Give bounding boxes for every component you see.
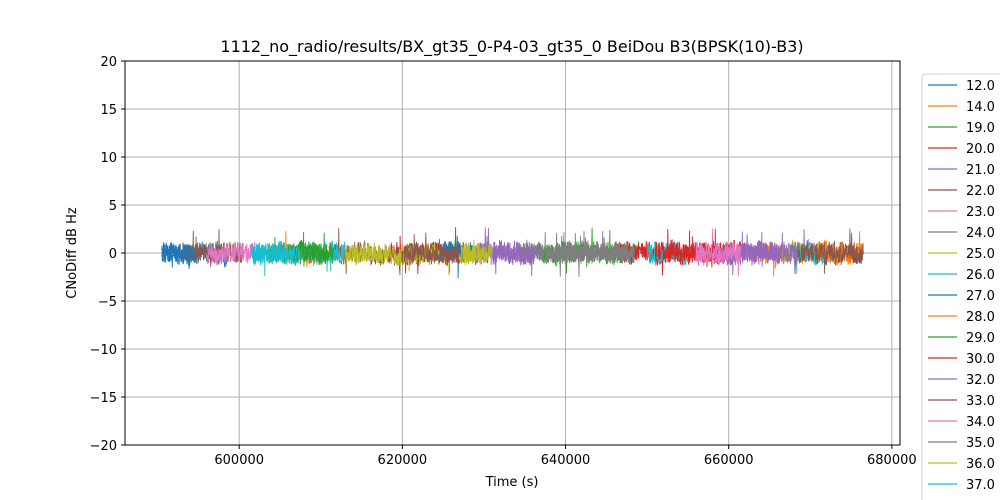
legend-label: 12.0 <box>966 79 995 94</box>
y-tick-label: 0 <box>109 247 117 262</box>
series-line-34.0 <box>695 239 742 277</box>
series-line-23.0 <box>206 241 261 266</box>
series-line-35.0 <box>552 230 628 277</box>
series-line-36.0 <box>459 243 493 266</box>
x-tick-label: 640000 <box>541 453 591 468</box>
x-tick-label: 680000 <box>867 453 917 468</box>
legend-label: 30.0 <box>966 352 995 367</box>
legend-label: 29.0 <box>966 331 995 346</box>
series-line-33.0 <box>797 228 864 266</box>
y-tick-label: 5 <box>109 199 117 214</box>
legend-label: 14.0 <box>966 100 995 115</box>
y-axis-title: CNoDiff dB Hz <box>65 207 80 299</box>
series-34.0 <box>695 239 742 277</box>
x-axis: 600000 620000 640000 660000 680000 <box>214 445 917 468</box>
y-tick-label: 15 <box>100 103 117 118</box>
x-tick-label: 600000 <box>214 453 264 468</box>
legend-label: 19.0 <box>966 121 995 136</box>
legend-label: 34.0 <box>966 415 995 430</box>
legend-label: 27.0 <box>966 289 995 304</box>
series-line-27.0 <box>161 242 195 268</box>
legend: 12.0 14.0 19.0 20.0 21.0 22.0 23.0 24.0 25.0 26.0… <box>921 73 1000 500</box>
y-tick-label: −5 <box>98 295 117 310</box>
x-tick-label: 660000 <box>704 453 754 468</box>
legend-label: 23.0 <box>966 205 995 220</box>
series-36.0 <box>459 243 493 266</box>
y-tick-label: −10 <box>90 343 117 358</box>
y-tick-label: 20 <box>100 55 117 70</box>
legend-label: 37.0 <box>966 478 995 493</box>
plot-traces <box>161 226 864 279</box>
series-line-37.0 <box>250 242 301 266</box>
legend-label: 33.0 <box>966 394 995 409</box>
y-axis: −20 −15 −10 −5 0 5 10 15 20 <box>90 55 125 454</box>
x-tick-label: 620000 <box>378 453 428 468</box>
chart-title: 1112_no_radio/results/BX_gt35_0-P4-03_gt… <box>220 37 803 57</box>
legend-label: 26.0 <box>966 268 995 283</box>
series-35.0 <box>552 230 628 277</box>
series-37.0 <box>250 242 301 266</box>
series-line-33.0 <box>401 232 460 266</box>
legend-label: 28.0 <box>966 310 995 325</box>
legend-label: 35.0 <box>966 436 995 451</box>
legend-label: 24.0 <box>966 226 995 241</box>
legend-label: 20.0 <box>966 142 995 157</box>
legend-box <box>921 73 1000 500</box>
legend-label: 22.0 <box>966 184 995 199</box>
y-tick-label: 10 <box>100 151 117 166</box>
legend-label: 36.0 <box>966 457 995 472</box>
legend-label: 21.0 <box>966 163 995 178</box>
legend-label: 32.0 <box>966 373 995 388</box>
series-33.0 <box>401 228 864 266</box>
series-line-32.0 <box>720 233 799 276</box>
y-tick-label: −20 <box>90 439 117 454</box>
x-axis-title: Time (s) <box>485 475 539 490</box>
y-tick-label: −15 <box>90 391 117 406</box>
legend-label: 25.0 <box>966 247 995 262</box>
